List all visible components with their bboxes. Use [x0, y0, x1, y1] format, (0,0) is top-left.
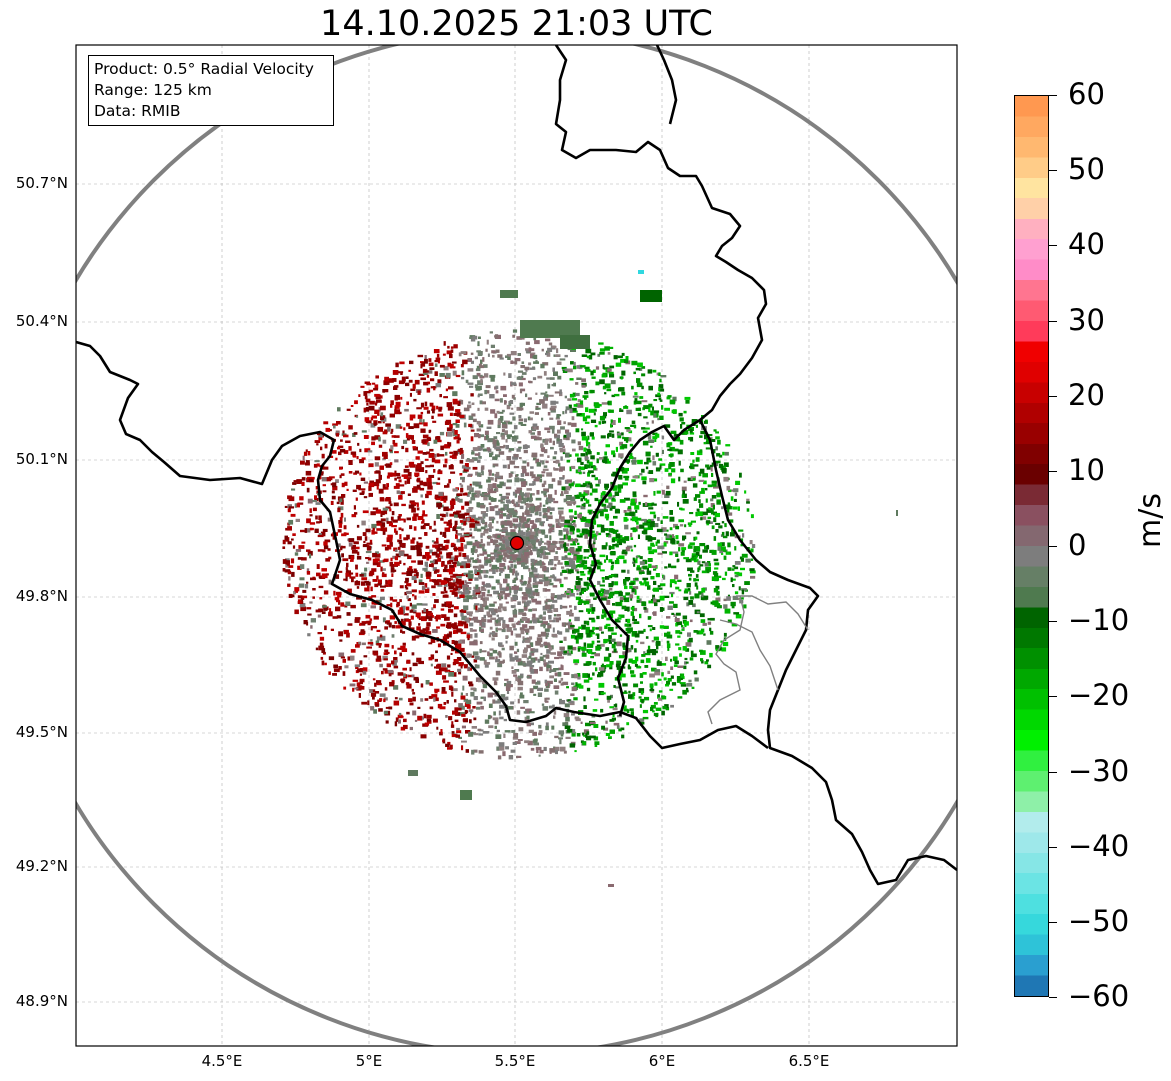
colorbar — [1014, 95, 1049, 997]
colorbar-tick-label: −40 — [1068, 828, 1130, 863]
colorbar-tick-label: 60 — [1068, 77, 1105, 111]
colorbar-tick-label: −60 — [1068, 979, 1130, 1013]
colorbar-tick-label: 40 — [1068, 227, 1105, 262]
colorbar-tick-label: 30 — [1068, 302, 1105, 337]
lon-label: 6°E — [648, 1052, 676, 1070]
lat-label: 49.5°N — [15, 723, 68, 741]
graticule — [76, 45, 957, 1046]
lon-label: 5.5°E — [494, 1052, 536, 1070]
colorbar-tick-label: 50 — [1068, 152, 1105, 187]
lon-label: 6.5°E — [788, 1052, 830, 1070]
colorbar-tick-label: −30 — [1068, 753, 1130, 788]
map-frame — [75, 44, 958, 1047]
colorbar-tick-mark — [1049, 245, 1057, 247]
colorbar-tick-label: −10 — [1068, 603, 1130, 638]
district-boundaries — [707, 595, 809, 725]
product-label: Product: 0.5° Radial Velocity — [94, 60, 314, 78]
colorbar-tick-mark — [1049, 997, 1057, 998]
lon-label: 5°E — [355, 1052, 383, 1070]
lon-label: 4.5°E — [201, 1052, 243, 1070]
colorbar-tick-mark — [1049, 95, 1057, 96]
data-source-label: Data: RMIB — [94, 102, 181, 120]
lat-label: 48.9°N — [15, 992, 68, 1010]
range-label: Range: 125 km — [94, 81, 212, 99]
colorbar-unit-label: m/s — [1133, 493, 1168, 548]
colorbar-tick-mark — [1049, 621, 1057, 623]
colorbar-tick-label: 20 — [1068, 377, 1105, 412]
colorbar-tick-mark — [1049, 846, 1057, 848]
radar-site-marker — [509, 535, 525, 551]
colorbar-tick-label: −20 — [1068, 678, 1130, 713]
colorbar-tick-label: 10 — [1068, 452, 1105, 487]
colorbar-tick-mark — [1049, 170, 1057, 172]
colorbar-tick-mark — [1049, 320, 1057, 322]
lat-label: 50.1°N — [15, 450, 68, 468]
velocity-echoes — [282, 270, 898, 887]
lat-label: 50.4°N — [15, 312, 68, 330]
product-info-box: Product: 0.5° Radial Velocity Range: 125… — [88, 55, 334, 126]
lat-label: 50.7°N — [15, 174, 68, 192]
colorbar-tick-label: 0 — [1068, 528, 1087, 562]
colorbar-tick-mark — [1049, 395, 1057, 397]
colorbar-tick-mark — [1049, 771, 1057, 773]
lat-label: 49.8°N — [15, 587, 68, 605]
colorbar-tick-mark — [1049, 921, 1057, 923]
colorbar-tick-mark — [1049, 546, 1057, 547]
colorbar-tick-mark — [1049, 470, 1057, 472]
map-title: 14.10.2025 21:03 UTC — [320, 4, 713, 44]
country-borders — [76, 45, 957, 886]
colorbar-tick-label: −50 — [1068, 903, 1130, 938]
lat-label: 49.2°N — [15, 857, 68, 875]
colorbar-tick-mark — [1049, 696, 1057, 698]
